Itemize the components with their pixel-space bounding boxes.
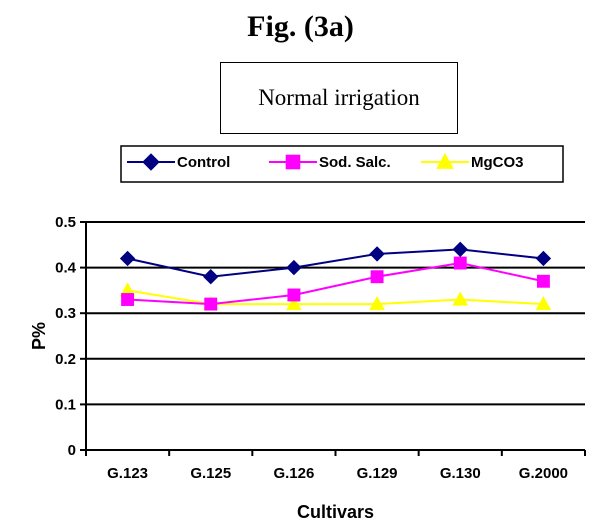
- y-tick-label: 0: [68, 442, 76, 459]
- legend-marker-sod-salc: [285, 154, 301, 170]
- data-point-sod-salc: [204, 297, 218, 311]
- data-point-control: [452, 241, 468, 258]
- y-tick-label: 0.3: [55, 305, 76, 322]
- legend-box: [120, 145, 564, 183]
- x-tick-label: G.126: [273, 465, 314, 482]
- y-tick-label: 0.2: [55, 351, 76, 368]
- data-point-sod-salc: [453, 256, 467, 270]
- data-point-control: [369, 246, 385, 262]
- data-point-control: [119, 250, 136, 267]
- x-tick-label: G.125: [190, 465, 231, 482]
- y-axis-title: P%: [29, 322, 49, 350]
- legend-label-control: Control: [177, 154, 230, 171]
- data-point-sod-salc: [536, 274, 550, 288]
- x-tick-label: G.129: [357, 465, 398, 482]
- x-tick-label: G.130: [440, 465, 481, 482]
- y-tick-label: 0.5: [55, 214, 76, 231]
- y-tick-label: 0.1: [55, 396, 76, 413]
- data-point-sod-salc: [370, 270, 384, 284]
- series-line-control: [127, 248, 544, 278]
- x-tick-label: G.123: [107, 465, 148, 482]
- series-line-sod-salc: [127, 262, 544, 306]
- x-tick-label: G.2000: [519, 465, 568, 482]
- legend-label-mgco3: MgCO3: [471, 154, 524, 171]
- data-point-mgco3: [286, 296, 302, 311]
- chart-subtitle: Normal irrigation: [258, 85, 420, 110]
- legend-marker-mgco3: [436, 152, 454, 169]
- x-axis-title: Cultivars: [297, 502, 374, 522]
- data-point-mgco3: [535, 296, 552, 311]
- data-point-mgco3: [369, 296, 385, 311]
- legend-marker-control: [142, 153, 160, 171]
- data-point-sod-salc: [121, 293, 135, 306]
- series-line-mgco3: [127, 289, 544, 306]
- legend-label-sod-salc: Sod. Salc.: [319, 154, 391, 171]
- figure-title: Fig. (3a): [247, 10, 354, 43]
- data-point-control: [286, 259, 302, 276]
- chart-subtitle-box: Normal irrigation: [220, 62, 458, 134]
- data-point-control: [535, 250, 552, 267]
- y-tick-label: 0.4: [55, 260, 77, 277]
- data-point-sod-salc: [287, 288, 301, 302]
- data-point-control: [203, 269, 219, 285]
- data-point-mgco3: [452, 291, 469, 306]
